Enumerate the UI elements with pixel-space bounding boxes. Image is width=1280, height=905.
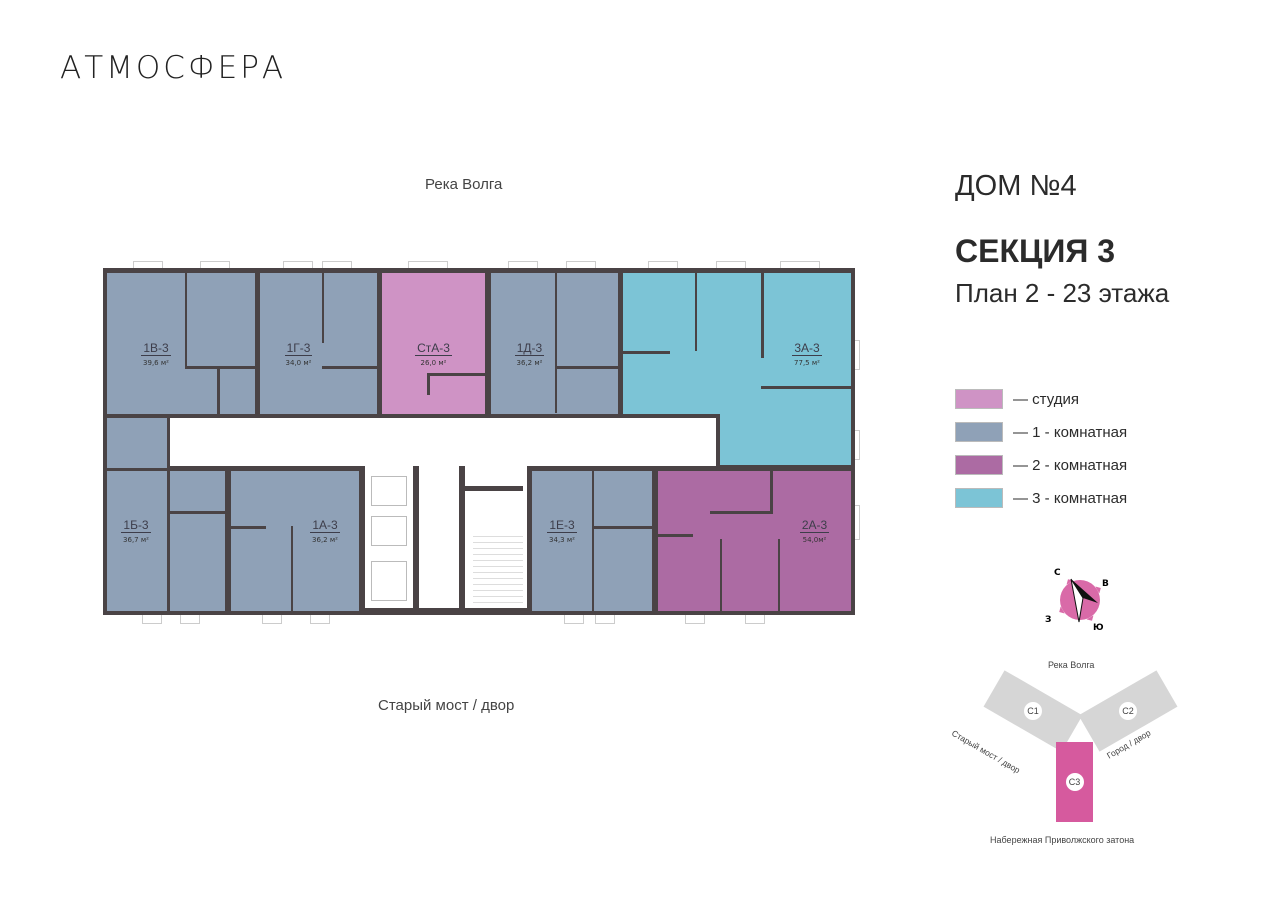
direction-bottom: Старый мост / двор [378,697,515,714]
unit-area: 39,6 м² [143,359,169,367]
compass-s: Ю [1093,623,1104,633]
site-top: Река Волга [1048,660,1095,670]
unit-label: 1Б-3 [121,518,151,533]
corridor [170,418,716,466]
unit-label: 1Е-3 [547,518,577,533]
unit-1G-3[interactable]: 1Г-3 34,0 м² [260,273,377,414]
section-c1[interactable]: С1 [983,670,1083,752]
compass-icon: С В Ю З [1045,568,1109,633]
legend-studio: — студия [955,389,1079,409]
unit-area: 36,2 м² [516,359,543,367]
unit-area: 36,7 м² [123,536,149,544]
unit-label: 1В-3 [141,341,171,356]
logo: АТМОСФЕРА [60,50,287,86]
unit-label: 1А-3 [310,518,340,533]
unit-label: 1Д-3 [514,341,545,356]
section-title: СЕКЦИЯ 3 [955,233,1116,269]
unit-label: 1Г-3 [284,341,313,356]
unit-3A-3-extension[interactable] [720,414,851,465]
legend-3room: — 3 - комнатная [955,488,1127,508]
floors-range: План 2 - 23 этажа [955,278,1170,308]
compass-e: В [1102,579,1109,589]
unit-3A-3[interactable]: 3А-3 77,5 м² [623,273,851,414]
unit-area: 34,3 м² [549,536,575,544]
compass-n: С [1054,568,1061,578]
unit-area: 77,5 м² [794,359,820,367]
staircase [473,531,523,606]
section-c3-active[interactable]: С3 [1056,742,1093,822]
unit-area: 54,0м² [802,536,827,544]
unit-label: 3А-3 [792,341,822,356]
unit-area: 26,0 м² [420,359,447,367]
unit-label: СтА-3 [415,341,452,356]
floor-plan: 1В-3 39,6 м² 1Г-3 34,0 м² СтА-3 26,0 м² … [103,268,855,615]
compass-w: З [1045,615,1051,625]
site-bottom: Набережная Приволжского затона [990,835,1135,845]
unit-1A-3[interactable]: 1А-3 36,2 м² [231,471,359,611]
unit-area: 34,0 м² [285,359,312,367]
unit-2A-3[interactable]: 2А-3 54,0м² [658,471,851,611]
unit-1D-3[interactable]: 1Д-3 36,2 м² [491,273,618,414]
unit-StA-3[interactable]: СтА-3 26,0 м² [382,273,485,414]
unit-1V-3[interactable]: 1В-3 39,6 м² [107,273,255,414]
legend-1room: — 1 - комнатная [955,422,1127,442]
direction-top: Река Волга [425,176,503,193]
legend-2room: — 2 - комнатная [955,455,1127,475]
unit-1B-3-hall[interactable] [107,418,167,468]
unit-1E-3[interactable]: 1Е-3 34,3 м² [532,471,652,611]
site-left: Старый мост / двор [950,728,1022,776]
unit-1B-3[interactable]: 1Б-3 36,7 м² [107,471,225,611]
unit-area: 36,2 м² [312,536,338,544]
unit-label: 2А-3 [799,518,830,533]
house-number: ДОМ №4 [955,170,1077,202]
